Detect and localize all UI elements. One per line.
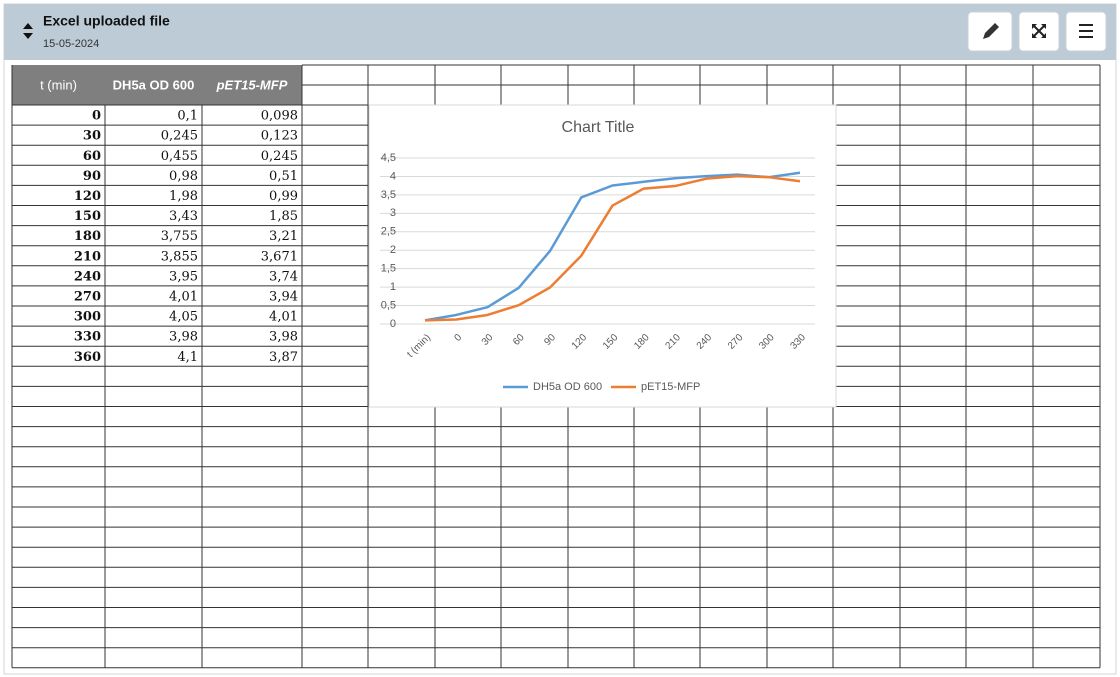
cell: 1,85 (269, 209, 298, 224)
y-tick-label: 3,5 (381, 189, 396, 201)
menu-button[interactable] (1065, 11, 1107, 52)
series-line (424, 171, 801, 322)
cell: 30 (83, 129, 101, 144)
cell: 0 (92, 109, 101, 124)
cell: 3,43 (169, 209, 198, 224)
sheet-cells: t (min) DH5a OD 600 pET15-MFP 0 0,1 0,098 30 0,… (40, 77, 298, 364)
y-tick-label: 2,5 (381, 226, 396, 238)
cell: 3,855 (161, 249, 198, 264)
cell: 4,05 (169, 310, 198, 325)
cell: 0,99 (269, 189, 298, 204)
cell: 0,1 (177, 109, 198, 124)
column-header: pET15-MFP (216, 77, 288, 92)
cell: 180 (74, 229, 101, 244)
legend-label: DH5a OD 600 (533, 381, 602, 393)
series-line (424, 174, 801, 322)
cell: 0,98 (169, 169, 198, 184)
cell: 240 (74, 269, 101, 284)
cell: 60 (83, 149, 101, 164)
cell: 0,123 (261, 129, 298, 144)
fullscreen-button[interactable] (1018, 11, 1060, 52)
cell: 0,245 (161, 129, 198, 144)
embedded-chart: Chart Title 00,511,522,533,544,5t (min) 0… (368, 104, 837, 408)
cell: 0,455 (161, 149, 198, 164)
cell: 120 (74, 189, 101, 204)
cell: 270 (74, 289, 101, 304)
cell: 90 (83, 169, 101, 184)
y-tick-label: 4 (390, 170, 396, 182)
y-tick-label: 4,5 (381, 152, 396, 164)
y-tick-label: 1,5 (381, 263, 396, 275)
cell: 4,01 (269, 310, 298, 325)
file-date: 15-05-2024 (43, 38, 99, 50)
cell: 3,21 (269, 229, 298, 244)
cell: 300 (74, 310, 101, 325)
y-tick-label: 0 (390, 318, 396, 330)
chart-title: Chart Title (562, 119, 635, 136)
cell: 4,1 (177, 350, 198, 365)
cell: 3,755 (161, 229, 198, 244)
y-tick-label: 2 (390, 244, 396, 256)
cell: 3,98 (169, 330, 198, 345)
chart-area (368, 104, 837, 408)
cell: 4,01 (169, 289, 198, 304)
sort-toggle[interactable] (23, 23, 33, 39)
edit-button[interactable] (967, 11, 1013, 52)
cell: 210 (74, 249, 101, 264)
cell: 0,51 (269, 169, 298, 184)
cell: 3,98 (269, 330, 298, 345)
cell: 360 (74, 350, 101, 365)
cell: 330 (74, 330, 101, 345)
column-header: DH5a OD 600 (113, 77, 195, 92)
cell: 3,671 (261, 249, 298, 264)
column-header: t (min) (40, 77, 77, 92)
cell: 3,74 (269, 269, 298, 284)
header-cells (12, 65, 302, 105)
y-tick-label: 3 (390, 207, 396, 219)
y-tick-label: 0,5 (381, 299, 396, 311)
y-tick-label: 1 (390, 281, 396, 293)
cell: 150 (74, 209, 101, 224)
cell: 0,098 (261, 109, 298, 124)
cell: 3,95 (169, 269, 198, 284)
legend-label: pET15-MFP (641, 381, 700, 393)
header-bar (4, 4, 1116, 60)
cell: 1,98 (169, 189, 198, 204)
cell: 3,94 (269, 289, 298, 304)
cell: 0,245 (261, 149, 298, 164)
file-title: Excel uploaded file (43, 13, 170, 29)
cell: 3,87 (269, 350, 298, 365)
